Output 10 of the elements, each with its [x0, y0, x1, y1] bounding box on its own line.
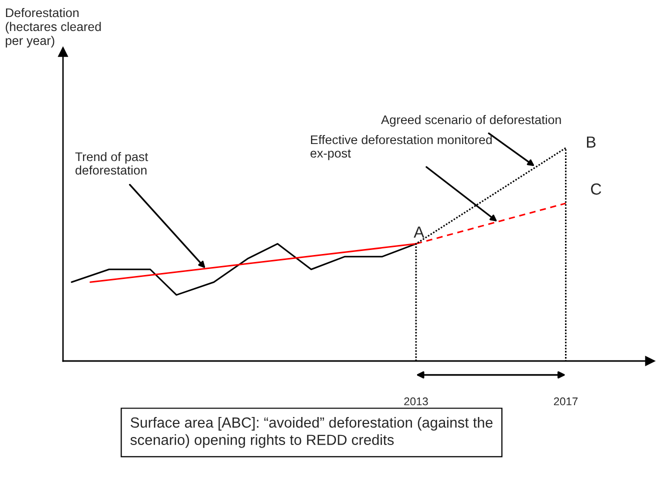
annotation: Effective deforestation monitored ex-post [310, 135, 492, 160]
annotation: A [414, 226, 424, 238]
text: Surface area [ABC]: “avoided” deforestation (against the scenario) opening rights to REDD credits [130, 417, 493, 448]
x-tick-label: 2013 [404, 397, 428, 406]
annotation: C [591, 183, 602, 195]
annotation: Agreed scenario of deforestation [381, 115, 561, 127]
x-tick-label: 2017 [554, 397, 578, 406]
annotation: B [586, 136, 596, 148]
annotation: Trend of past deforestation [75, 152, 148, 175]
text: Deforestation (hectares cleared per year) [6, 8, 101, 48]
